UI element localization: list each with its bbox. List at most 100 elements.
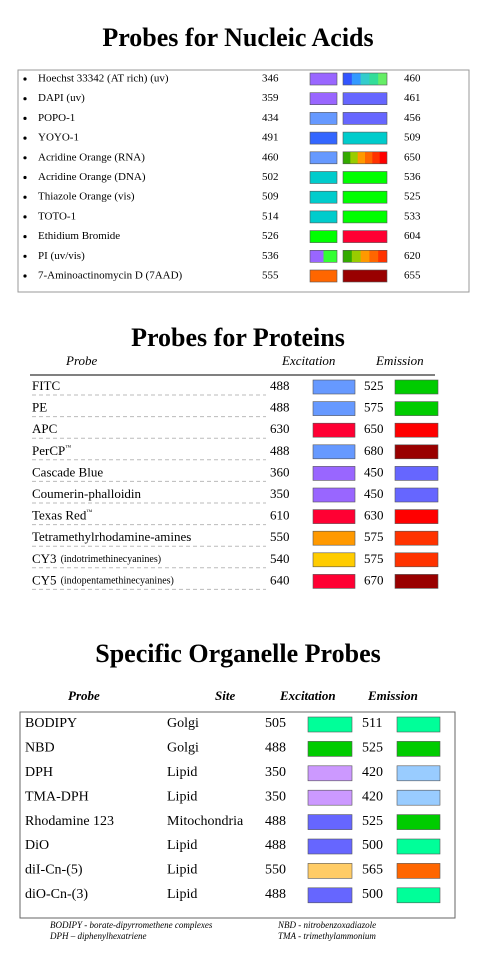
excitation: 488 [265, 887, 286, 902]
swatch-part [369, 250, 379, 263]
emission: 420 [362, 765, 383, 780]
swatch-part [313, 488, 355, 502]
swatch-part [308, 814, 352, 830]
probe-name: CY5 (indopentamethinecyanines) [32, 572, 174, 587]
excitation: 460 [262, 151, 279, 163]
nucleic-box [17, 69, 470, 293]
probe-name-text: CY3 [32, 551, 57, 566]
swatch-part [378, 250, 387, 263]
swatch-part [395, 574, 438, 589]
swatch [312, 466, 356, 481]
swatch [309, 269, 338, 283]
emission: 650 [364, 421, 384, 436]
swatch-part [397, 863, 440, 879]
swatch [396, 863, 441, 879]
trademark: ™ [65, 445, 71, 451]
probe-name-text: Texas Red [32, 508, 87, 523]
swatch [394, 401, 439, 416]
excitation: 514 [262, 210, 279, 222]
swatch-part [313, 444, 355, 459]
trademark: ™ [86, 510, 92, 516]
excitation: 350 [265, 765, 286, 780]
probe-name-text: CY5 [32, 572, 57, 587]
swatch-part [343, 92, 387, 105]
swatch-part [308, 717, 352, 732]
header: Probe [65, 353, 98, 368]
header: Emission [375, 353, 424, 368]
site: Lipid [167, 765, 197, 780]
excitation: 359 [262, 92, 279, 104]
probe-name: POPO-1 [38, 112, 75, 124]
swatch [312, 401, 356, 416]
bullet [23, 77, 27, 81]
swatch [394, 422, 439, 438]
swatch [309, 210, 338, 224]
probe-name: DiO [25, 838, 49, 853]
bullet [23, 136, 27, 140]
swatch-part [310, 270, 337, 282]
emission: 461 [404, 92, 421, 104]
swatch [342, 250, 388, 263]
swatch-part [350, 151, 359, 164]
excitation: 509 [262, 191, 279, 203]
swatch [342, 92, 388, 105]
organelles-title: Specific Organelle Probes [95, 639, 380, 668]
swatch-part [357, 151, 366, 164]
excitation: 550 [270, 529, 290, 544]
swatch-part [310, 210, 337, 223]
header: Excitation [281, 353, 335, 368]
probe-name: DAPI (uv) [38, 92, 85, 104]
swatch-part [313, 531, 355, 546]
swatch-part [360, 73, 370, 85]
emission: 536 [404, 171, 421, 183]
probe-name: Acridine Orange (DNA) [38, 171, 146, 183]
emission: 450 [364, 486, 384, 501]
bullet [23, 195, 27, 199]
site: Lipid [167, 887, 197, 902]
swatch [307, 716, 353, 733]
probe-name: Texas Red™ [32, 508, 92, 523]
swatch [396, 887, 441, 904]
emission: 630 [364, 508, 384, 523]
swatch [342, 230, 388, 243]
swatch-part [395, 401, 438, 416]
probe-name: Acridine Orange (RNA) [38, 151, 145, 163]
emission: 670 [364, 572, 384, 587]
bullet [23, 116, 27, 120]
probe-name: PerCP™ [32, 443, 71, 458]
bullet [23, 215, 27, 219]
footnote: DPH – diphenylhexatriene [49, 931, 146, 941]
probe-name: PE [32, 400, 47, 415]
probe-name: APC [32, 421, 57, 436]
excitation: 502 [262, 171, 279, 183]
swatch [394, 509, 439, 524]
swatch-part [395, 552, 438, 567]
swatch-part [343, 250, 353, 263]
excitation: 526 [262, 230, 279, 242]
emission: 525 [362, 814, 383, 829]
swatch [309, 112, 338, 125]
swatch-part [395, 466, 438, 481]
probe-name-text: PerCP [32, 443, 65, 458]
swatch [396, 789, 441, 806]
swatch [394, 552, 439, 568]
swatch-part [379, 151, 387, 164]
swatch-part [343, 210, 387, 223]
emission: 575 [364, 529, 384, 544]
header: Emission [367, 688, 418, 703]
emission: 525 [364, 378, 384, 393]
emission: 509 [404, 132, 421, 144]
probe-name: YOYO-1 [38, 132, 79, 144]
swatch [394, 487, 439, 503]
swatch [309, 92, 338, 105]
swatch [307, 789, 353, 806]
swatch-part [310, 250, 324, 263]
header: Probe [68, 688, 100, 703]
excitation: 630 [270, 421, 290, 436]
emission: 575 [364, 400, 384, 415]
emission: 680 [364, 443, 384, 458]
emission: 525 [404, 191, 421, 203]
probe-name: Thiazole Orange (vis) [38, 191, 135, 203]
emission: 650 [404, 151, 421, 163]
probe-name: Hoechst 33342 (AT rich) (uv) [38, 73, 169, 85]
